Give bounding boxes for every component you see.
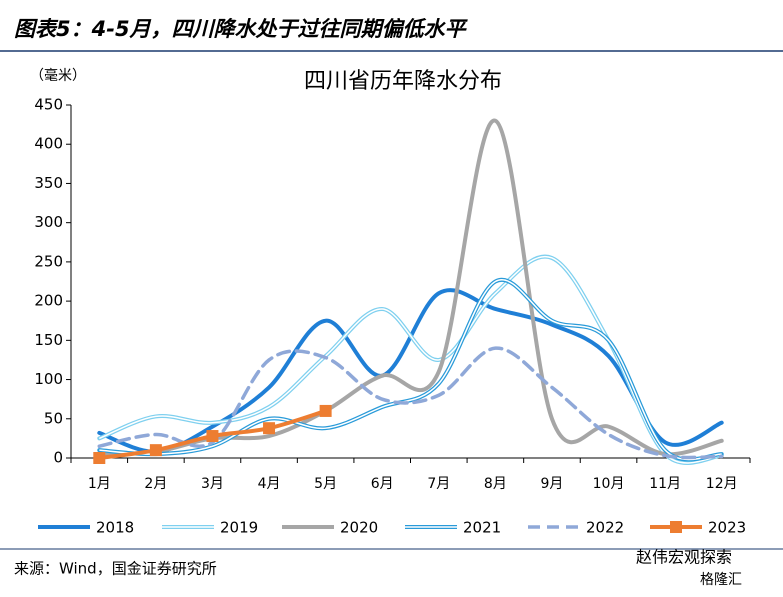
x-tick-label: 11月 <box>649 476 681 492</box>
x-tick-label: 2月 <box>144 476 167 492</box>
chart-title: 四川省历年降水分布 <box>304 69 502 94</box>
x-tick-label: 4月 <box>258 476 281 492</box>
point <box>93 452 106 464</box>
x-tick-label: 3月 <box>201 476 224 492</box>
legend-marker <box>670 521 682 533</box>
series-line <box>97 277 724 462</box>
point <box>319 404 332 417</box>
series-line-inner <box>99 279 722 461</box>
series-line-inner <box>99 255 722 464</box>
legend-label: 2020 <box>340 519 378 537</box>
watermark: 赵伟宏观探索 <box>636 548 732 567</box>
x-tick-label: 1月 <box>88 476 111 492</box>
y-tick-label: 200 <box>34 292 63 310</box>
x-tick-label: 9月 <box>540 476 563 492</box>
x-tick-label: 7月 <box>427 476 450 492</box>
source: 来源：Wind，国金证券研究所 <box>14 560 217 578</box>
legend-label: 2021 <box>463 519 501 537</box>
x-tick-label: 6月 <box>371 476 394 492</box>
legend-label: 2019 <box>220 519 258 537</box>
point <box>149 444 162 457</box>
y-axis-label: （毫米） <box>30 67 86 84</box>
y-tick-label: 450 <box>34 96 63 114</box>
y-tick-label: 50 <box>44 409 63 427</box>
point <box>206 430 219 443</box>
y-tick-label: 300 <box>34 213 63 231</box>
y-tick-label: 150 <box>34 331 63 349</box>
x-tick-label: 8月 <box>484 476 507 492</box>
point <box>263 422 276 435</box>
legend-label: 2023 <box>708 519 746 537</box>
series-line <box>97 346 724 460</box>
series-line <box>97 118 724 457</box>
legend-label: 2022 <box>586 519 624 537</box>
series-line <box>97 254 724 465</box>
y-tick-label: 250 <box>34 252 63 270</box>
series-line <box>97 288 724 454</box>
header: 图表5：4-5月，四川降水处于过往同期偏低水平 <box>14 17 469 41</box>
y-tick-label: 400 <box>34 135 63 153</box>
x-tick-label: 5月 <box>314 476 337 492</box>
y-tick-label: 350 <box>34 174 63 192</box>
x-tick-label: 12月 <box>706 476 738 492</box>
legend-label: 2018 <box>96 519 134 537</box>
x-tick-label: 10月 <box>593 476 625 492</box>
y-tick-label: 100 <box>34 370 63 388</box>
watermark: 格隆汇 <box>700 572 742 588</box>
y-tick-label: 0 <box>53 449 63 467</box>
